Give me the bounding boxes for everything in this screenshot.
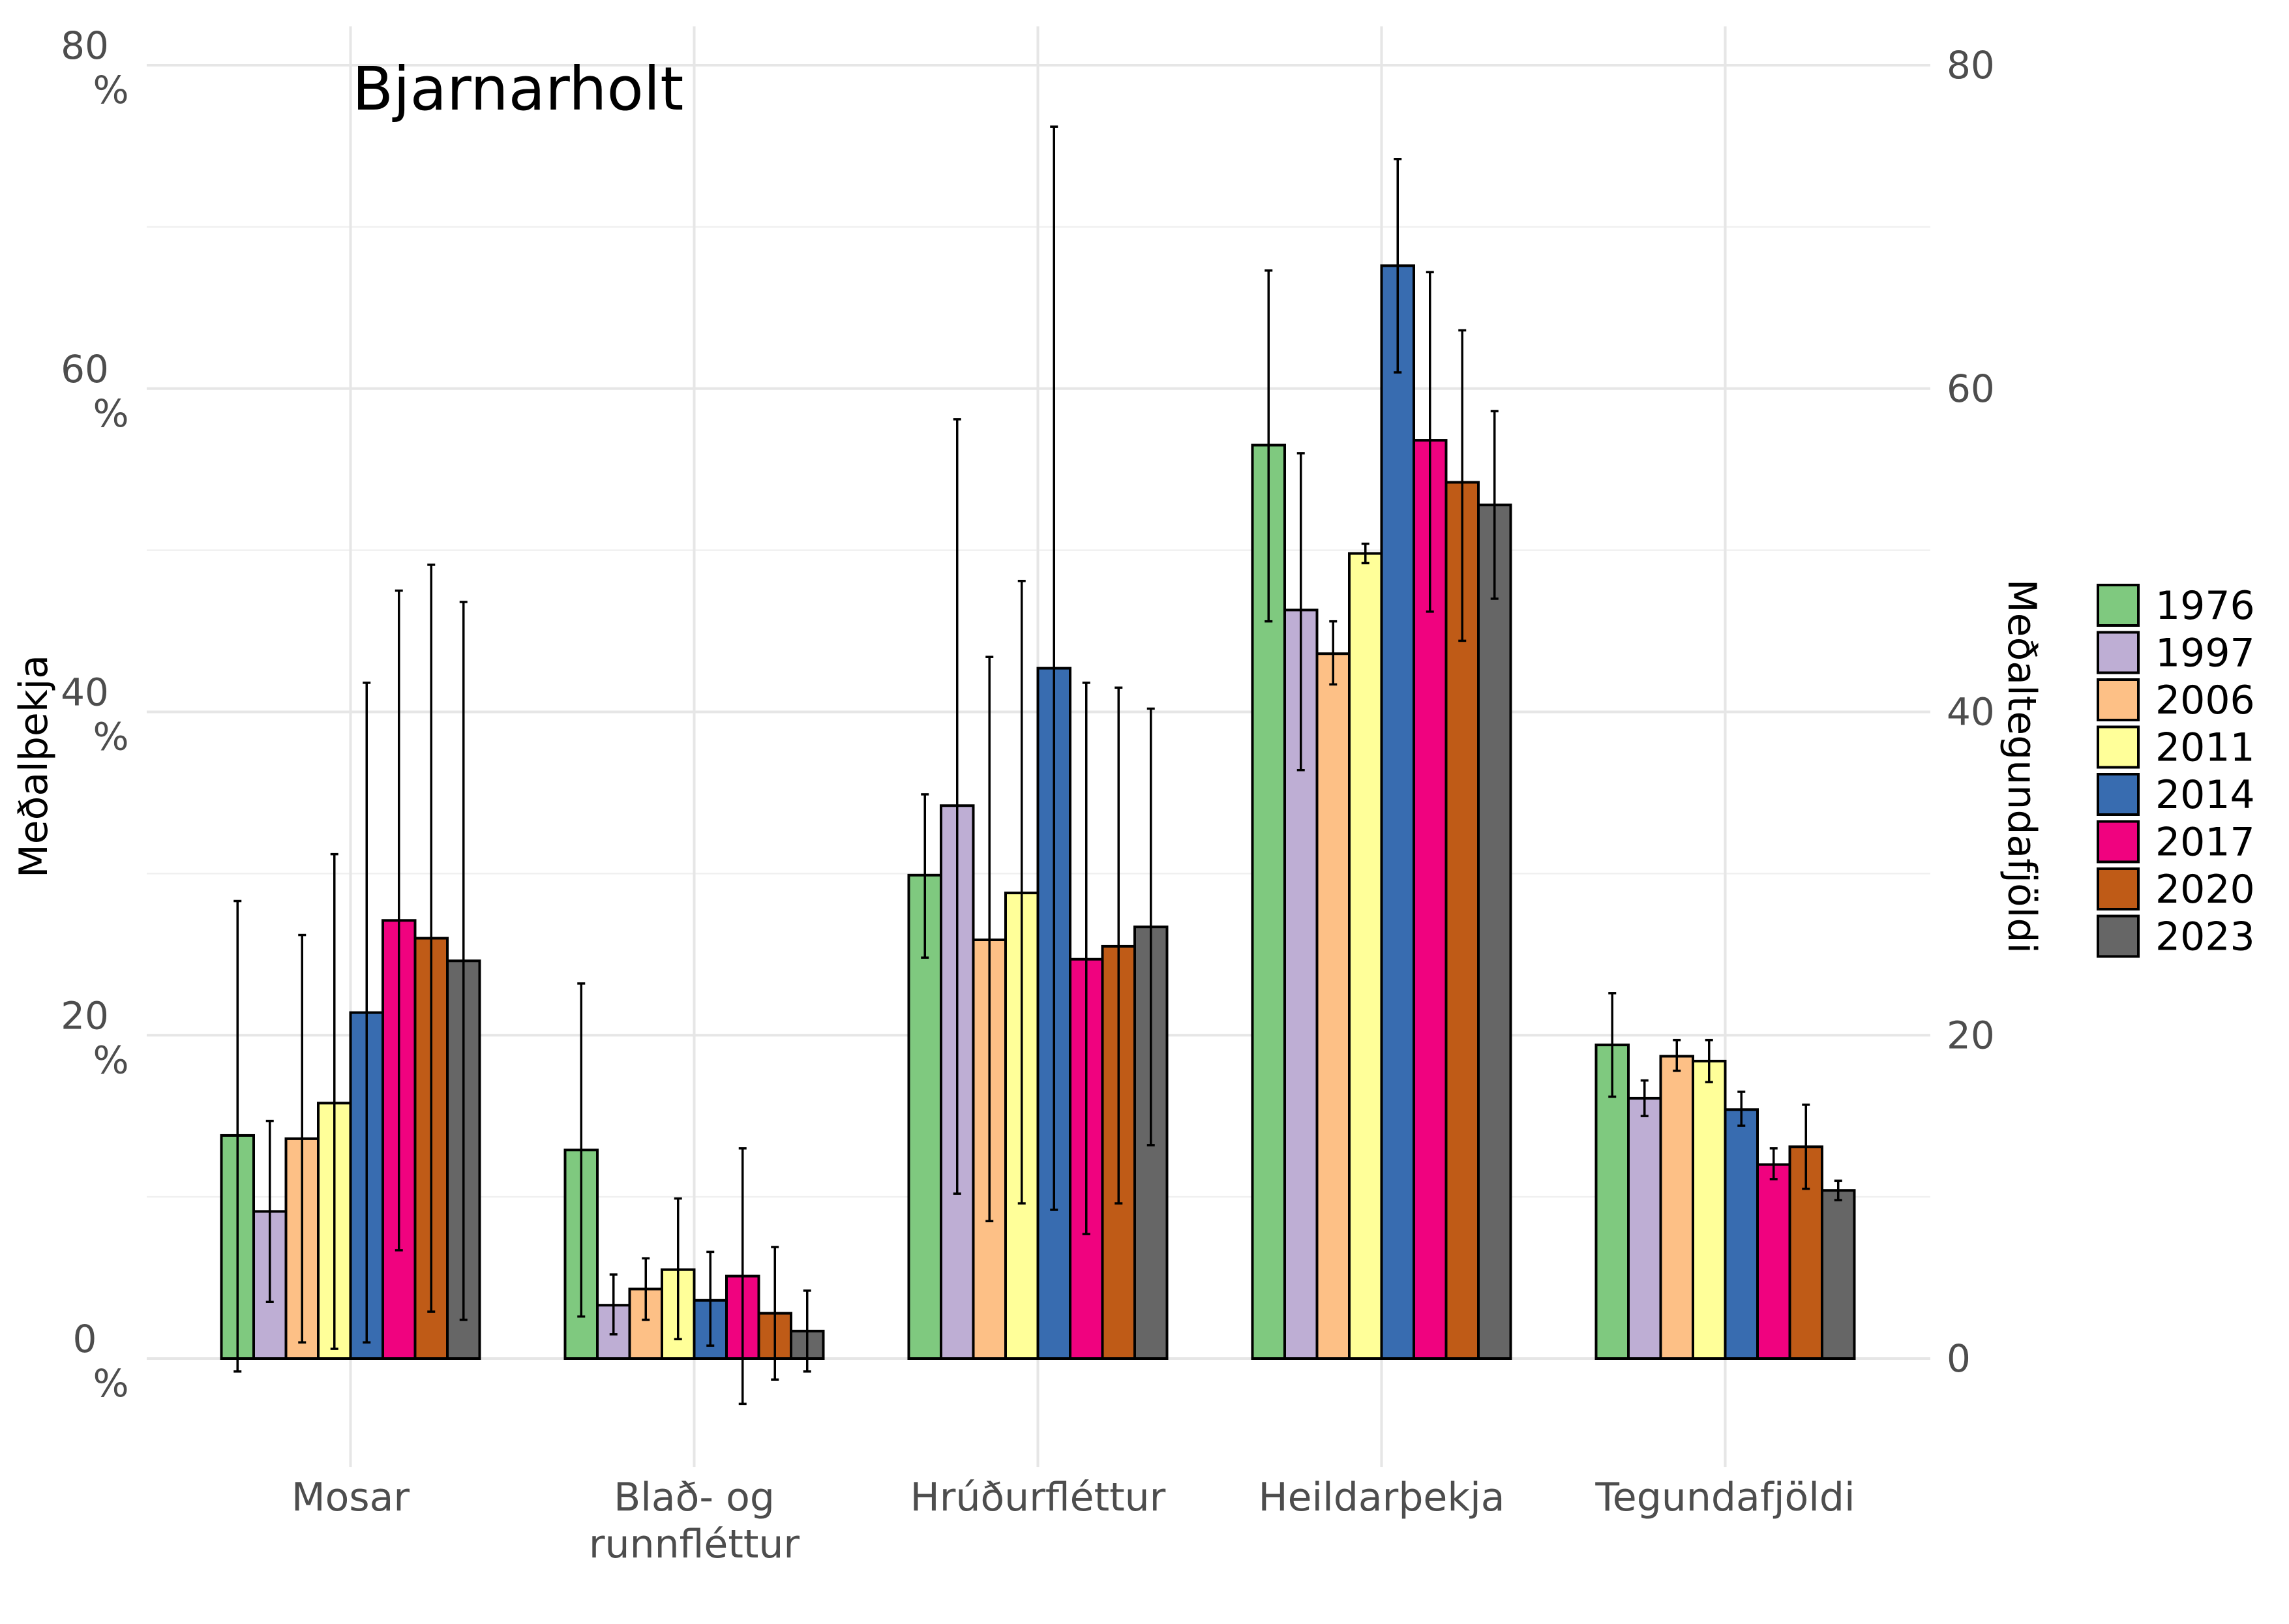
y-tick-right: 20: [1947, 1013, 1995, 1057]
legend-swatch: [2097, 773, 2140, 816]
y-axis-right: 0 20 40 60 80: [1947, 43, 1995, 1381]
bar: [1627, 1096, 1662, 1360]
y-tick-left: 40: [61, 670, 109, 715]
legend-swatch: [2097, 914, 2140, 958]
bar: [1659, 1055, 1694, 1360]
y-tick-right: 60: [1947, 367, 1995, 411]
legend-label: 2020: [2155, 867, 2255, 912]
legend-swatch: [2097, 867, 2140, 910]
x-category-label: runnfléttur: [589, 1522, 800, 1567]
x-category-label: Blað- og: [614, 1475, 775, 1520]
y-tick-left-unit: %: [93, 1361, 128, 1406]
legend-swatch: [2097, 584, 2140, 627]
bar: [1315, 652, 1351, 1360]
y-tick-left-unit: %: [93, 391, 128, 436]
legend-label: 2006: [2155, 678, 2255, 723]
bar: [1692, 1059, 1727, 1361]
legend-label: 2023: [2155, 914, 2255, 960]
bar: [1756, 1163, 1791, 1361]
y-tick-left: 0: [73, 1317, 97, 1361]
y-tick-left: 80: [61, 23, 109, 68]
y-tick-right: 0: [1947, 1336, 1971, 1381]
legend-swatch: [2097, 631, 2140, 674]
y-tick-left-unit: %: [93, 68, 128, 112]
y-tick-right: 40: [1947, 690, 1995, 734]
legend-label: 2014: [2155, 772, 2255, 818]
bar: [1477, 504, 1512, 1360]
legend-label: 2011: [2155, 725, 2255, 771]
x-category-label: Mosar: [292, 1475, 410, 1520]
y-tick-right: 80: [1947, 43, 1995, 87]
legend-swatch: [2097, 725, 2140, 769]
bar: [1380, 264, 1415, 1360]
bar: [1348, 552, 1383, 1360]
y-tick-left-unit: %: [93, 1038, 128, 1082]
x-category-label: Tegundafjöldi: [1594, 1475, 1855, 1520]
error-bars-layer: [233, 125, 1842, 1406]
bar: [1821, 1189, 1856, 1360]
chart-title: Bjarnarholt: [352, 54, 683, 124]
y-tick-left: 20: [61, 993, 109, 1038]
bar: [1724, 1108, 1759, 1360]
x-category-label: Hrúðurfléttur: [910, 1475, 1166, 1520]
y-axis-title-left: Meðalþekja: [11, 655, 57, 878]
legend-label: 1997: [2155, 631, 2255, 676]
legend-swatch: [2097, 678, 2140, 721]
y-tick-left: 60: [61, 347, 109, 391]
y-axis-left: 0%20%40%60%80%: [61, 23, 128, 1406]
legend-swatch: [2097, 820, 2140, 864]
legend-label: 1976: [2155, 583, 2255, 629]
x-category-label: Heildarþekja: [1258, 1475, 1504, 1520]
legend-label: 2017: [2155, 820, 2255, 865]
y-axis-title-right: Meðaltegundafjöldi: [1999, 579, 2044, 954]
y-tick-left-unit: %: [93, 715, 128, 759]
